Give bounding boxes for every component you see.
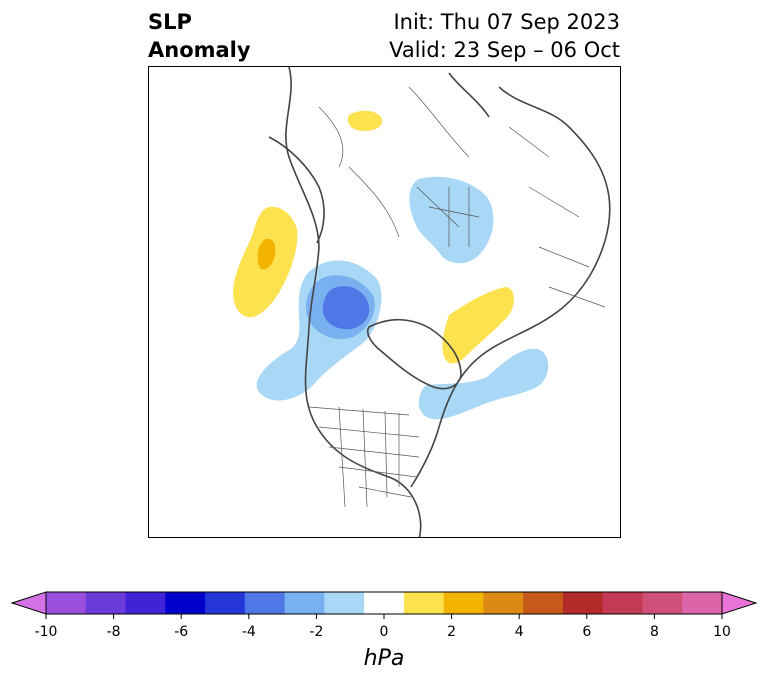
map-panel (148, 66, 621, 538)
colorbar-tick-label: -4 (242, 624, 256, 640)
colorbar-cell (125, 592, 166, 614)
colorbar-cell (443, 592, 484, 614)
colorbar-cell (682, 592, 723, 614)
country-borders (308, 86, 606, 508)
colorbar-tick-label: -2 (309, 624, 323, 640)
anomaly-fields (233, 110, 549, 420)
colorbar-tick-label: 10 (713, 624, 731, 640)
map-svg (233, 67, 611, 537)
positive-anomaly-alaska-core (257, 238, 276, 270)
colorbar-cell (403, 592, 445, 614)
colorbar-tick-label: 0 (380, 624, 389, 640)
negative-anomaly-atlantic (418, 348, 549, 420)
colorbar-cell (85, 592, 127, 614)
forecast-dates: Init: Thu 07 Sep 2023 Valid: 23 Sep – 06… (389, 8, 620, 64)
colorbar-cell (165, 592, 206, 614)
colorbar-cell (205, 592, 246, 614)
colorbar-cell (46, 592, 87, 614)
colorbar-svg: -10 -8 -6 -4 -2 0 2 4 6 8 10 (10, 591, 758, 640)
colorbar-tick-label: -10 (35, 624, 58, 640)
colorbar-ticks: -10 -8 -6 -4 -2 0 2 4 6 8 10 (35, 614, 731, 640)
coastlines (268, 67, 611, 537)
colorbar-cell (523, 592, 564, 614)
colorbar-extend-high (721, 591, 758, 615)
colorbar-cell (364, 592, 405, 614)
colorbar-cells (10, 591, 758, 615)
colorbar-extend-low (10, 591, 47, 615)
colorbar-cell (642, 592, 683, 614)
colorbar-cell (244, 592, 286, 614)
positive-anomaly-scandinavia (347, 110, 383, 131)
map-title: SLP Anomaly (148, 8, 251, 64)
valid-range: Valid: 23 Sep – 06 Oct (389, 38, 620, 62)
colorbar-cell (284, 592, 325, 614)
negative-anomaly-pacific-core (322, 286, 370, 330)
colorbar-tick-label: 8 (650, 624, 659, 640)
positive-anomaly-greenland (442, 287, 514, 364)
colorbar-cell (483, 592, 524, 614)
colorbar-tick-label: -6 (174, 624, 188, 640)
title-line-slp: SLP (148, 10, 192, 34)
colorbar: -10 -8 -6 -4 -2 0 2 4 6 8 10 (0, 580, 768, 650)
colorbar-tick-label: -8 (107, 624, 121, 640)
colorbar-tick-label: 6 (582, 624, 591, 640)
init-date: Init: Thu 07 Sep 2023 (393, 10, 620, 34)
colorbar-cell (324, 592, 365, 614)
colorbar-tick-label: 2 (447, 624, 456, 640)
colorbar-cell (562, 592, 604, 614)
title-line-anomaly: Anomaly (148, 38, 251, 62)
colorbar-unit: hPa (363, 646, 405, 671)
colorbar-cell (602, 592, 643, 614)
colorbar-tick-label: 4 (515, 624, 524, 640)
